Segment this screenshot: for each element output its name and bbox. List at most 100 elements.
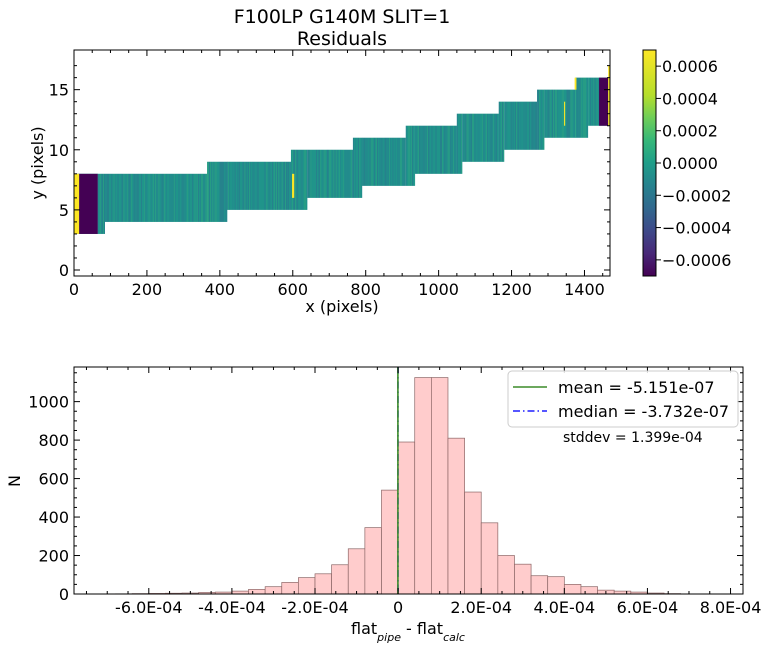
residual-stripe	[232, 161, 234, 210]
residual-stripe	[531, 101, 533, 150]
residual-stripe	[360, 137, 362, 198]
residual-stripe	[589, 77, 590, 126]
residual-stripe	[153, 173, 154, 222]
residual-stripe	[220, 161, 221, 222]
residual-stripe	[161, 173, 163, 222]
residual-stripe	[403, 137, 405, 186]
colorbar-tick-label: 0.0002	[662, 122, 718, 141]
residual-stripe	[167, 173, 168, 222]
histogram-x-tick-label: -4.0E-04	[198, 598, 265, 617]
residual-stripe	[535, 101, 537, 150]
trace-segment	[307, 149, 353, 198]
residual-stripe	[288, 161, 289, 210]
residual-stripe	[126, 173, 128, 222]
residual-stripe	[385, 137, 386, 186]
residual-stripe	[104, 173, 106, 222]
residual-stripe	[138, 173, 140, 222]
residual-stripe	[290, 149, 292, 210]
residual-stripe	[211, 161, 213, 222]
residual-histogram-panel: -6.0E-04 -4.0E-04 -2.0E-04 0 2.0E-04 4.0E-04 6…	[5, 366, 761, 644]
residual-stripe	[352, 149, 353, 198]
residual-stripe	[569, 89, 571, 138]
residual-stripe	[97, 173, 99, 234]
residual-stripe	[547, 89, 549, 138]
residual-stripe	[355, 137, 356, 198]
residual-stripe	[242, 161, 244, 210]
heatmap-y-label: y (pixels)	[28, 126, 47, 199]
residual-stripe	[179, 173, 180, 222]
residual-stripe	[148, 173, 150, 222]
residual-stripe	[545, 89, 547, 138]
residual-stripe	[368, 137, 370, 186]
residual-stripe	[436, 125, 438, 174]
residual-stripe	[149, 173, 151, 222]
histogram-bar	[314, 573, 332, 594]
residual-stripe	[333, 149, 335, 198]
extreme-residual-patch	[74, 173, 80, 234]
residual-stripe	[328, 149, 329, 198]
residual-stripe	[257, 161, 259, 210]
residual-stripe	[286, 161, 287, 210]
histogram-y-tick-label: 800	[38, 431, 69, 450]
legend-box	[507, 370, 739, 428]
residual-stripe	[142, 173, 143, 222]
residual-stripe	[99, 173, 101, 234]
residual-stripe	[120, 173, 121, 222]
heatmap-x-tick-label: 800	[350, 280, 381, 299]
residual-stripe	[203, 173, 205, 222]
residual-stripe	[444, 125, 446, 174]
residual-stripe	[371, 137, 373, 186]
residual-stripe	[593, 77, 595, 126]
residual-stripe	[317, 149, 318, 198]
histogram-x-tick-label: 4.0E-04	[533, 598, 595, 617]
residual-stripe	[356, 137, 357, 198]
residual-stripe	[460, 113, 461, 174]
residual-stripe	[474, 113, 475, 162]
residual-stripe	[590, 77, 591, 126]
residual-stripe	[364, 137, 365, 186]
residual-stripe	[404, 137, 406, 186]
extreme-residual-patch	[564, 101, 566, 126]
residual-stripe	[190, 173, 191, 222]
residual-stripe	[176, 173, 177, 222]
histogram-y-tick-label: 200	[38, 547, 69, 566]
residual-stripe	[585, 77, 586, 138]
residual-stripe	[123, 173, 125, 222]
residual-stripe	[473, 113, 474, 162]
residual-stripe	[251, 161, 252, 210]
residual-stripe	[477, 113, 479, 162]
residual-stripe	[442, 125, 443, 174]
residual-stripe	[187, 173, 188, 222]
heatmap-x-tick-label: 200	[132, 280, 163, 299]
residual-stripe	[393, 137, 395, 186]
residual-stripe	[215, 161, 217, 222]
residual-stripe	[376, 137, 377, 186]
residual-stripe	[189, 173, 190, 222]
residual-stripe	[222, 161, 224, 222]
residual-stripe	[480, 113, 482, 162]
residual-stripe	[506, 101, 508, 150]
histogram-bar	[464, 491, 482, 594]
residual-stripe	[479, 113, 481, 162]
residual-stripe	[409, 125, 410, 186]
residual-stripe	[365, 137, 366, 186]
residual-stripe	[119, 173, 120, 222]
residual-stripe	[437, 125, 439, 174]
residual-stripe	[553, 89, 554, 138]
colorbar-tick-label: 0.0000	[662, 154, 718, 173]
residual-stripe	[230, 161, 232, 210]
residual-stripe	[510, 101, 512, 150]
residual-stripe	[178, 173, 179, 222]
residual-stripe	[549, 89, 551, 138]
histogram-bar	[563, 584, 582, 594]
residual-stripe	[576, 77, 578, 138]
residual-stripe	[386, 137, 387, 186]
residual-stripe	[268, 161, 270, 210]
histogram-x-tick-label: 2.0E-04	[450, 598, 512, 617]
residual-stripe	[214, 161, 216, 222]
residual-stripe	[496, 113, 497, 162]
residual-stripe	[451, 125, 452, 174]
residual-stripe	[411, 125, 412, 186]
legend-mean-label: mean = -5.151e-07	[558, 378, 715, 397]
residual-stripe	[398, 137, 399, 186]
